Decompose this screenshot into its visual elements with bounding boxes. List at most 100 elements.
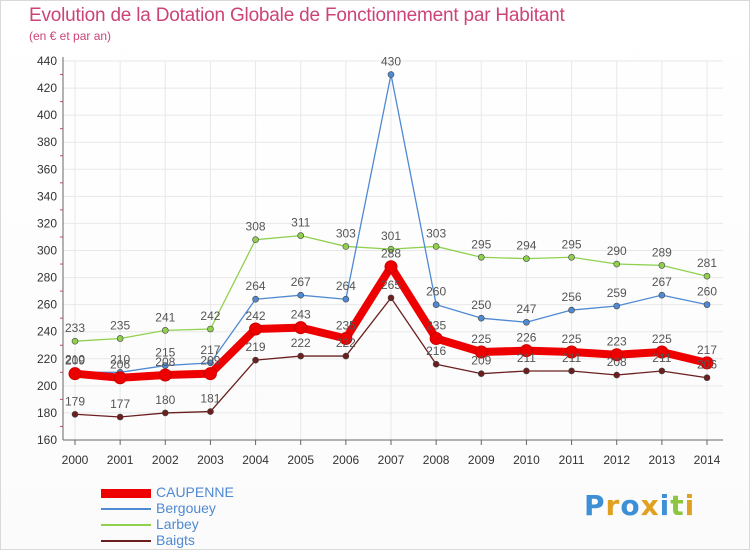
point-larbey bbox=[71, 337, 79, 345]
point-caupenne bbox=[610, 348, 624, 362]
data-label-larbey: 311 bbox=[291, 216, 310, 230]
point-caupenne bbox=[429, 331, 443, 345]
point-baigts bbox=[523, 367, 530, 375]
data-label-bergouey: 247 bbox=[516, 302, 536, 316]
data-label-baigts: 219 bbox=[246, 340, 266, 354]
data-label-baigts: 208 bbox=[607, 355, 627, 369]
data-label-larbey: 235 bbox=[110, 318, 130, 332]
point-bergouey bbox=[568, 306, 575, 314]
data-label-caupenne: 225 bbox=[562, 332, 582, 346]
point-caupenne bbox=[203, 367, 217, 381]
point-bergouey bbox=[523, 318, 530, 326]
point-larbey bbox=[342, 243, 350, 250]
point-baigts bbox=[658, 367, 666, 375]
point-larbey bbox=[613, 260, 621, 268]
x-tick-label: 2003 bbox=[197, 453, 224, 467]
x-tick-label: 2013 bbox=[649, 453, 676, 467]
x-tick-label: 2011 bbox=[559, 453, 585, 467]
x-tick-label: 2007 bbox=[378, 453, 405, 467]
point-larbey bbox=[297, 232, 305, 239]
y-tick-labels: 160 180 200 220 240 260 280 300 320 340 360 380 400 4… bbox=[37, 54, 57, 447]
x-tick-label: 2012 bbox=[603, 453, 630, 467]
point-baigts bbox=[116, 413, 124, 421]
logo-letter: i bbox=[659, 489, 671, 522]
x-tick-label: 2004 bbox=[242, 453, 269, 467]
y-tick-label: 300 bbox=[37, 244, 57, 258]
data-label-caupenne: 226 bbox=[516, 331, 536, 345]
point-caupenne bbox=[384, 260, 398, 274]
data-label-larbey: 301 bbox=[381, 229, 401, 243]
point-bergouey bbox=[432, 301, 440, 308]
point-caupenne bbox=[474, 345, 488, 359]
data-label-bergouey: 267 bbox=[652, 275, 672, 289]
data-label-larbey: 289 bbox=[652, 245, 672, 259]
data-label-larbey: 233 bbox=[65, 321, 85, 335]
point-larbey bbox=[252, 236, 259, 243]
point-larbey bbox=[658, 262, 666, 269]
data-label-baigts: 222 bbox=[291, 336, 311, 350]
data-label-larbey: 303 bbox=[336, 226, 356, 240]
point-baigts bbox=[568, 367, 575, 375]
y-tick-label: 400 bbox=[37, 108, 57, 122]
data-label-caupenne: 235 bbox=[426, 318, 446, 332]
data-label-bergouey: 250 bbox=[471, 298, 491, 312]
data-label-caupenne: 217 bbox=[697, 343, 717, 357]
data-label-bergouey: 210 bbox=[65, 352, 85, 366]
data-label-larbey: 290 bbox=[607, 244, 627, 258]
point-larbey bbox=[523, 255, 530, 262]
data-label-larbey: 294 bbox=[516, 239, 536, 253]
point-caupenne bbox=[294, 321, 308, 335]
data-label-baigts: 222 bbox=[336, 336, 356, 350]
point-caupenne bbox=[519, 344, 533, 358]
data-label-bergouey: 267 bbox=[291, 275, 311, 289]
x-tick-label: 2009 bbox=[468, 453, 495, 467]
point-baigts bbox=[207, 408, 214, 415]
data-label-larbey: 303 bbox=[426, 226, 446, 240]
point-baigts bbox=[703, 374, 711, 382]
data-label-baigts: 177 bbox=[110, 397, 130, 411]
x-tick-label: 2002 bbox=[152, 453, 179, 467]
data-label-bergouey: 256 bbox=[562, 290, 582, 304]
y-tick-label: 380 bbox=[37, 135, 57, 149]
point-baigts bbox=[342, 352, 350, 360]
logo-letter: r bbox=[605, 489, 621, 522]
series-group bbox=[68, 71, 714, 421]
data-label-baigts: 211 bbox=[562, 351, 581, 365]
data-label-bergouey: 215 bbox=[155, 346, 175, 360]
data-label-caupenne: 208 bbox=[155, 355, 175, 369]
y-tick-label: 200 bbox=[37, 379, 57, 393]
x-tick-labels: 2000 2001 2002 2003 2004 2005 2006 2007 2008 2009… bbox=[62, 453, 721, 467]
data-label-caupenne: 206 bbox=[110, 358, 130, 372]
point-bergouey bbox=[297, 291, 305, 299]
point-caupenne bbox=[565, 345, 579, 359]
point-bergouey bbox=[477, 314, 485, 322]
data-label-bergouey: 264 bbox=[246, 279, 266, 293]
point-baigts bbox=[297, 352, 305, 360]
point-caupenne bbox=[249, 322, 263, 336]
data-label-bergouey: 264 bbox=[336, 279, 356, 293]
data-label-baigts: 180 bbox=[155, 393, 175, 407]
data-label-bergouey: 260 bbox=[426, 285, 446, 299]
y-tick-label: 360 bbox=[37, 162, 57, 176]
point-caupenne bbox=[68, 367, 82, 381]
data-label-caupenne: 223 bbox=[607, 335, 627, 349]
logo-letter: i bbox=[684, 489, 696, 522]
point-caupenne bbox=[113, 371, 127, 385]
legend-label-caupenne: CAUPENNE bbox=[156, 484, 234, 500]
data-label-baigts: 209 bbox=[471, 354, 491, 368]
point-bergouey bbox=[613, 302, 621, 310]
point-larbey bbox=[432, 243, 440, 250]
y-tick-label: 320 bbox=[37, 216, 57, 230]
point-larbey bbox=[477, 253, 485, 261]
point-bergouey bbox=[252, 295, 259, 303]
data-label-baigts: 179 bbox=[65, 394, 85, 408]
y-tick-label: 280 bbox=[37, 271, 57, 285]
data-label-caupenne: 225 bbox=[652, 332, 672, 346]
point-caupenne bbox=[655, 345, 669, 359]
data-label-bergouey: 259 bbox=[607, 286, 627, 300]
data-label-baigts: 265 bbox=[381, 278, 401, 292]
data-label-caupenne: 243 bbox=[291, 308, 311, 322]
y-tick-label: 180 bbox=[37, 406, 57, 420]
x-tick-label: 2010 bbox=[513, 453, 540, 467]
